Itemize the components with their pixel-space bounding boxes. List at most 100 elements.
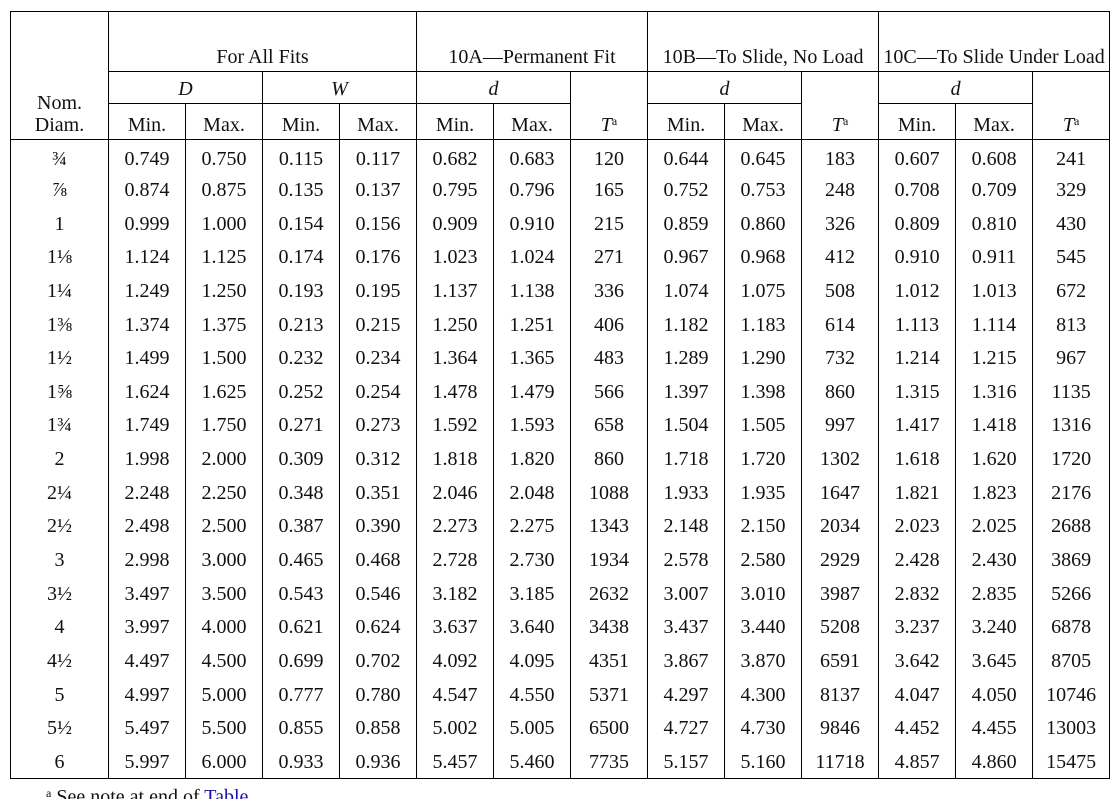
table-cell: 4.500 bbox=[185, 644, 263, 678]
table-row: 2 1.998 2.000 0.309 0.312 1.818 1.820 860 1.718 1… bbox=[10, 442, 1111, 476]
table-cell: 2.728 bbox=[416, 543, 495, 577]
table-cell: 1.592 bbox=[416, 408, 495, 443]
table-cell: ¾ bbox=[10, 139, 109, 174]
minmax-header: Max. bbox=[493, 103, 572, 140]
table-row: 3½ 3.497 3.500 0.543 0.546 3.182 3.185 2632 3.00… bbox=[10, 576, 1111, 611]
table-cell: 5.997 bbox=[108, 745, 186, 780]
table-cell: 0.271 bbox=[262, 408, 340, 443]
table-cell: 0.195 bbox=[338, 274, 418, 308]
table-row: 1¾ 1.749 1.750 0.271 0.273 1.592 1.593 658 1.504… bbox=[10, 408, 1111, 443]
table-cell: 1.013 bbox=[955, 274, 1034, 308]
table-cell: 1343 bbox=[570, 509, 649, 544]
table-cell: 672 bbox=[1032, 274, 1111, 308]
table-cell: 0.213 bbox=[262, 307, 340, 342]
table-cell: 1.250 bbox=[416, 307, 495, 342]
table-cell: 0.387 bbox=[262, 509, 340, 544]
table-cell: 3.237 bbox=[878, 610, 957, 645]
table-cell: 1.012 bbox=[878, 274, 957, 308]
table-row: ¾ 0.749 0.750 0.115 0.117 0.682 0.683 120 0.644 0… bbox=[10, 139, 1111, 174]
table-cell: 183 bbox=[801, 139, 880, 174]
table-cell: 1.479 bbox=[493, 374, 572, 409]
table-cell: 3.007 bbox=[647, 576, 726, 611]
fit-table: Nom. Diam. For All Fits 10A—Permanent Fit 10… bbox=[10, 11, 1111, 780]
table-cell: 4.550 bbox=[493, 677, 572, 712]
table-cell: 4.000 bbox=[185, 610, 263, 645]
table-cell: 732 bbox=[801, 341, 880, 375]
table-cell: 1.125 bbox=[185, 240, 263, 275]
table-cell: 2929 bbox=[801, 543, 880, 577]
table-cell: 3.440 bbox=[724, 610, 803, 645]
table-row: 6 5.997 6.000 0.933 0.936 5.457 5.460 7735 5.157… bbox=[10, 745, 1111, 780]
table-cell: 1.183 bbox=[724, 307, 803, 342]
table-cell: 4.730 bbox=[724, 711, 803, 746]
table-cell: 1½ bbox=[10, 341, 109, 375]
t-sup: a bbox=[611, 114, 618, 128]
table-cell: 4.297 bbox=[647, 677, 726, 712]
table-cell: 5 bbox=[10, 677, 109, 712]
table-cell: 0.810 bbox=[955, 206, 1034, 241]
table-cell: 430 bbox=[1032, 206, 1111, 241]
table-cell: 406 bbox=[570, 307, 649, 342]
minmax-header: Max. bbox=[724, 103, 803, 140]
nom-diam-line: Nom. bbox=[37, 92, 82, 114]
table-cell: 545 bbox=[1032, 240, 1111, 275]
table-cell: 5.500 bbox=[185, 711, 263, 746]
table-cell: 3.500 bbox=[185, 576, 263, 611]
table-cell: 6 bbox=[10, 745, 109, 780]
table-cell: 5208 bbox=[801, 610, 880, 645]
table-cell: 215 bbox=[570, 206, 649, 241]
subgroup-header: d bbox=[647, 71, 803, 104]
table-cell: 0.232 bbox=[262, 341, 340, 375]
table-cell: 3.867 bbox=[647, 644, 726, 678]
table-cell: 1.504 bbox=[647, 408, 726, 443]
table-cell: 2.275 bbox=[493, 509, 572, 544]
table-cell: 0.546 bbox=[338, 576, 418, 611]
table-cell: 0.749 bbox=[108, 139, 186, 174]
table-cell: 0.858 bbox=[338, 711, 418, 746]
table-cell: 2.832 bbox=[878, 576, 957, 611]
t-sup: a bbox=[1073, 114, 1080, 128]
table-cell: 412 bbox=[801, 240, 880, 275]
table-cell: 3.642 bbox=[878, 644, 957, 678]
table-cell: 813 bbox=[1032, 307, 1111, 342]
table-cell: 2.580 bbox=[724, 543, 803, 577]
table-cell: 4.455 bbox=[955, 711, 1034, 746]
table-row: 2½ 2.498 2.500 0.387 0.390 2.273 2.275 1343 2.14… bbox=[10, 509, 1111, 544]
table-cell: 3.997 bbox=[108, 610, 186, 645]
table-cell: 3.185 bbox=[493, 576, 572, 611]
table-cell: 483 bbox=[570, 341, 649, 375]
table-cell: 3.437 bbox=[647, 610, 726, 645]
table-cell: 5.002 bbox=[416, 711, 495, 746]
table-cell: 2176 bbox=[1032, 475, 1111, 510]
table-cell: 1135 bbox=[1032, 374, 1111, 409]
table-cell: 2.150 bbox=[724, 509, 803, 544]
table-cell: 0.273 bbox=[338, 408, 418, 443]
table-cell: 3½ bbox=[10, 576, 109, 611]
footnote-marker: a bbox=[46, 786, 52, 799]
table-row: 1⅝ 1.624 1.625 0.252 0.254 1.478 1.479 566 1.397… bbox=[10, 374, 1111, 409]
table-cell: 1.249 bbox=[108, 274, 186, 308]
table-cell: 4.497 bbox=[108, 644, 186, 678]
table-cell: 2.250 bbox=[185, 475, 263, 510]
footnote-link[interactable]: Table bbox=[204, 786, 249, 799]
table-cell: 2.500 bbox=[185, 509, 263, 544]
minmax-header: Max. bbox=[338, 103, 418, 140]
table-cell: 3.182 bbox=[416, 576, 495, 611]
table-row: 1½ 1.499 1.500 0.232 0.234 1.364 1.365 483 1.289… bbox=[10, 341, 1111, 375]
table-cell: 1316 bbox=[1032, 408, 1111, 443]
table-cell: 3.497 bbox=[108, 576, 186, 611]
table-cell: 1.251 bbox=[493, 307, 572, 342]
table-cell: 1⅜ bbox=[10, 307, 109, 342]
table-cell: 0.777 bbox=[262, 677, 340, 712]
table-cell: 120 bbox=[570, 139, 649, 174]
table-cell: 4351 bbox=[570, 644, 649, 678]
table-cell: 5371 bbox=[570, 677, 649, 712]
table-cell: 0.607 bbox=[878, 139, 957, 174]
table-cell: 2.498 bbox=[108, 509, 186, 544]
table-cell: 0.348 bbox=[262, 475, 340, 510]
table-cell: 1.074 bbox=[647, 274, 726, 308]
table-cell: 2.048 bbox=[493, 475, 572, 510]
table-cell: 0.608 bbox=[955, 139, 1034, 174]
table-cell: 241 bbox=[1032, 139, 1111, 174]
